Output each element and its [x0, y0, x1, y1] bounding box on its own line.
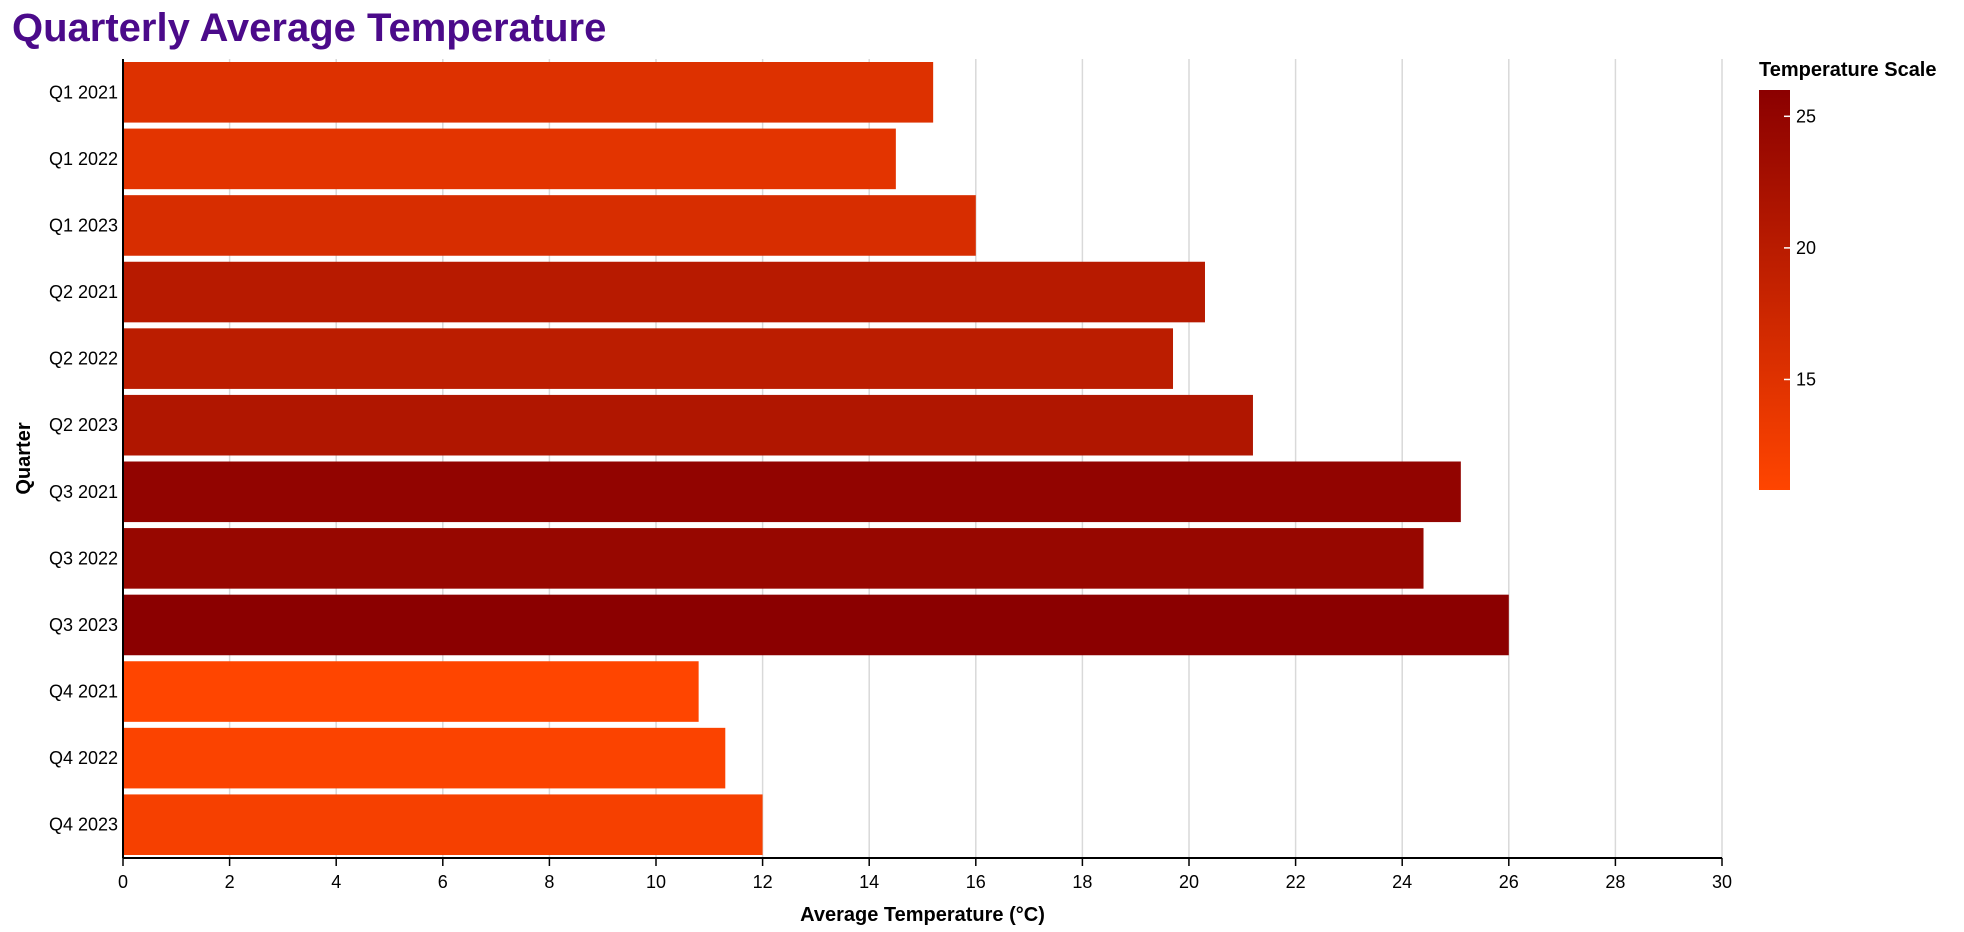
- y-tick-label: Q1 2021: [49, 82, 118, 102]
- bar-q4-2023: [123, 794, 763, 855]
- bar-q3-2023: [123, 594, 1509, 656]
- legend-tick-label: 15: [1796, 369, 1816, 389]
- y-tick-label: Q1 2023: [49, 215, 118, 235]
- legend: Temperature Scale 15 20 25: [1759, 59, 1937, 490]
- y-axis-title: Quarter: [13, 422, 35, 494]
- x-tick-label: 18: [1072, 872, 1092, 892]
- x-tick-label: 24: [1392, 872, 1412, 892]
- legend-tick-label: 20: [1796, 238, 1816, 258]
- bar-q1-2021: [123, 62, 934, 123]
- y-tick-label: Q4 2023: [49, 815, 118, 835]
- chart-title: Quarterly Average Temperature: [12, 6, 607, 50]
- x-tick-label: 22: [1286, 872, 1306, 892]
- legend-color-bar: [1759, 90, 1790, 490]
- y-tick-label: Q2 2023: [49, 415, 118, 435]
- x-tick-label: 12: [753, 872, 773, 892]
- x-tick-label: 14: [859, 872, 879, 892]
- legend-title: Temperature Scale: [1759, 59, 1937, 81]
- y-tick-label: Q2 2021: [49, 282, 118, 302]
- bar-q3-2022: [123, 528, 1424, 589]
- grid-lines: [228, 59, 1723, 858]
- bar-q1-2022: [123, 128, 896, 190]
- bar-q4-2022: [123, 727, 726, 789]
- bar-q2-2023: [123, 394, 1253, 456]
- x-tick-label: 30: [1712, 872, 1732, 892]
- legend-tick-label: 25: [1796, 106, 1816, 126]
- x-axis-title: Average Temperature (°C): [800, 904, 1045, 926]
- x-tick-label: 8: [544, 872, 554, 892]
- x-tick-label: 26: [1499, 872, 1519, 892]
- bar-q4-2021: [123, 661, 699, 722]
- y-tick-label: Q3 2021: [49, 482, 118, 502]
- x-tick-label: 2: [225, 872, 235, 892]
- bars: [123, 62, 1509, 855]
- x-tick-label: 4: [331, 872, 341, 892]
- bar-q2-2021: [123, 261, 1205, 323]
- x-tick-label: 28: [1605, 872, 1625, 892]
- axes: Q1 2021 Q1 2022 Q1 2023 Q2 2021 Q2 2022 Q2 20…: [13, 59, 1732, 926]
- y-tick-label: Q4 2022: [49, 748, 118, 768]
- bar-q1-2023: [123, 195, 976, 256]
- bar-q2-2022: [123, 328, 1174, 389]
- y-tick-label: Q3 2023: [49, 615, 118, 635]
- y-tick-label: Q4 2021: [49, 682, 118, 702]
- x-tick-label: 16: [966, 872, 986, 892]
- x-tick-label: 6: [438, 872, 448, 892]
- y-tick-label: Q2 2022: [49, 349, 118, 369]
- x-tick-label: 10: [646, 872, 666, 892]
- y-tick-label: Q3 2022: [49, 548, 118, 568]
- y-tick-label: Q1 2022: [49, 149, 118, 169]
- x-tick-label: 0: [118, 872, 128, 892]
- bar-q3-2021: [123, 461, 1461, 523]
- x-tick-label: 20: [1179, 872, 1199, 892]
